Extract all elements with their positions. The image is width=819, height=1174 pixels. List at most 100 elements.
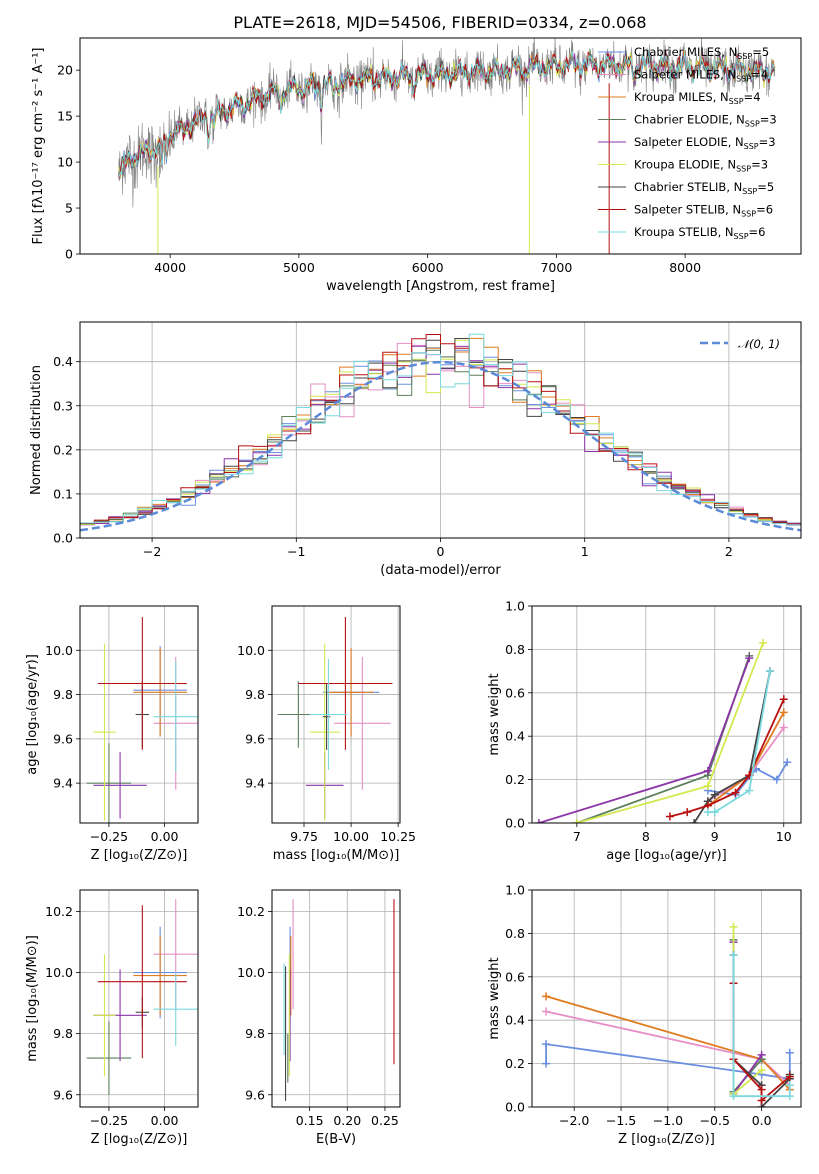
y-tick-label: 15 [57,109,73,124]
legend-nssp-prefix: , N [729,113,745,127]
plot-area-age-vs-mass [272,606,400,823]
y-tick-label: 0.8 [505,926,525,941]
errorbar-point [153,972,198,1046]
x-tick-label: 10.25 [380,829,416,844]
y-axis-label: mass weight [487,673,502,755]
axes-frame [271,889,401,1108]
panel-spectrum: 4000 5000 6000 7000 8000 0 5 10 15 20 wavelength [… [31,37,802,294]
legend-nssp-value: 4 [753,90,760,104]
y-tick-label: 9.6 [53,1087,73,1102]
data-layer [283,899,395,1101]
errorbar-point [93,954,116,1077]
x-axis-label: Z [log₁₀(Z/Z⊙)] [618,1132,715,1147]
legend-nssp-prefix: , N [725,203,741,217]
mass-weight-marker [710,808,719,817]
legend-nssp-value: 5 [762,45,769,59]
x-axis-label: wavelength [Angstrom, rest frame] [326,279,555,294]
data-layer [534,638,792,823]
legend-label: Chabrier ELODIE, NSSP=3 [634,113,777,129]
legend-series-name: Kroupa STELIB [634,225,718,239]
y-tick-label: 5 [65,201,73,216]
residual-legend: 𝒩(0, 1) [700,337,780,351]
y-axis-label: age [log₁₀(age/yr)] [25,654,40,775]
legend-nssp-subscript: SSP [729,97,744,106]
y-tick-label: 0 [65,247,73,262]
mass-weight-marker [729,1092,738,1101]
mass-weight-marker [772,775,781,784]
legend-series-name: Salpeter MILES [634,68,720,82]
axes-frame [79,321,802,539]
mass-weight-marker [757,1066,766,1075]
legend-series-name: Chabrier STELIB [634,180,726,194]
y-tick-label: 0.4 [505,729,525,744]
y-tick-label: 0.2 [505,772,525,787]
gridlines [80,322,801,539]
y-axis-label: Flux [fλ10⁻¹⁷ erg cm⁻² s⁻¹ A⁻¹] [31,48,46,245]
legend-label: Kroupa STELIB, NSSP=6 [634,225,766,241]
legend-nssp-prefix: , N [713,90,729,104]
legend-nssp-equals: = [749,225,759,239]
x-tick-label: −0.25 [90,829,128,844]
data-layer [542,922,794,1107]
y-tick-label: 10.0 [237,965,265,980]
mass-weight-marker [683,808,692,817]
x-axis-label: age [log₁₀(age/yr)] [606,848,727,863]
x-tick-label: 0.00 [151,829,179,844]
legend-nssp-value: 3 [769,113,776,127]
mass-weight-marker [542,1040,551,1049]
y-tick-label: 9.6 [245,731,265,746]
legend-nssp-subscript: SSP [736,75,751,84]
errorbar-point [86,743,132,823]
x-tick-label: 1 [581,544,589,559]
y-tick-label: 0.2 [505,1056,525,1071]
legend-nssp-subscript: SSP [742,187,757,196]
data-layer [86,899,198,1095]
y-tick-label: 0.2 [53,442,73,457]
y-tick-label: 10.2 [45,904,73,919]
mass-weight-marker [534,819,543,823]
axes-frame [79,605,199,824]
legend-nssp-value: 4 [761,68,768,82]
y-tick-label: 0.1 [53,486,73,501]
x-tick-label: 7 [573,829,581,844]
panel-mass-vs-ebv: 0.15 0.20 0.25 9.6 9.8 10.0 10.2 E(B-V) [237,889,401,1147]
errorbar-point [153,661,198,773]
y-tick-label: 20 [57,63,73,78]
y-tick-label: 0.6 [505,685,525,700]
y-tick-label: 1.0 [505,599,525,614]
legend-nssp-subscript: SSP [745,120,760,129]
legend-nssp-equals: = [751,158,761,172]
x-tick-label: −0.25 [90,1113,128,1128]
x-tick-label: 10.00 [333,829,369,844]
mass-weight-marker [745,654,754,663]
legend-nssp-value: 3 [768,135,775,149]
x-tick-label: 0.00 [151,1113,179,1128]
legend-series-name: Salpeter STELIB [634,203,725,217]
x-tick-label: 4000 [154,260,186,275]
legend-label: Chabrier MILES, NSSP=5 [634,45,769,61]
mass-weight-marker [710,790,719,799]
mass-weight-marker [542,1007,551,1016]
data-layer [86,617,198,823]
panel-residuals: −2 −1 0 1 2 0.0 0.1 0.2 0.3 0.4 (data-model)/error… [29,321,802,578]
x-tick-label: 5000 [283,260,315,275]
legend-nssp-value: 3 [761,158,768,172]
x-axis-label: (data-model)/error [380,563,501,578]
figure-title: PLATE=2618, MJD=54506, FIBERID=0334, z=0… [233,13,646,32]
legend-nssp-prefix: , N [720,158,736,172]
y-tick-label: 0.4 [505,1013,525,1028]
mass-weight-line [693,670,771,823]
plot-area-spectrum [118,38,776,254]
y-tick-label: 9.8 [245,687,265,702]
axes-frame [79,37,802,255]
y-tick-label: 9.8 [245,1026,265,1041]
model-spectrum-line [118,50,775,180]
mass-weight-marker [729,951,738,960]
mass-weight-marker [703,808,712,817]
x-tick-label: −2.0 [559,1113,589,1128]
mass-weight-marker [731,788,740,797]
legend-nssp-equals: = [744,90,754,104]
axes-frame [531,605,802,824]
legend-series-name: Kroupa ELODIE [634,158,720,172]
